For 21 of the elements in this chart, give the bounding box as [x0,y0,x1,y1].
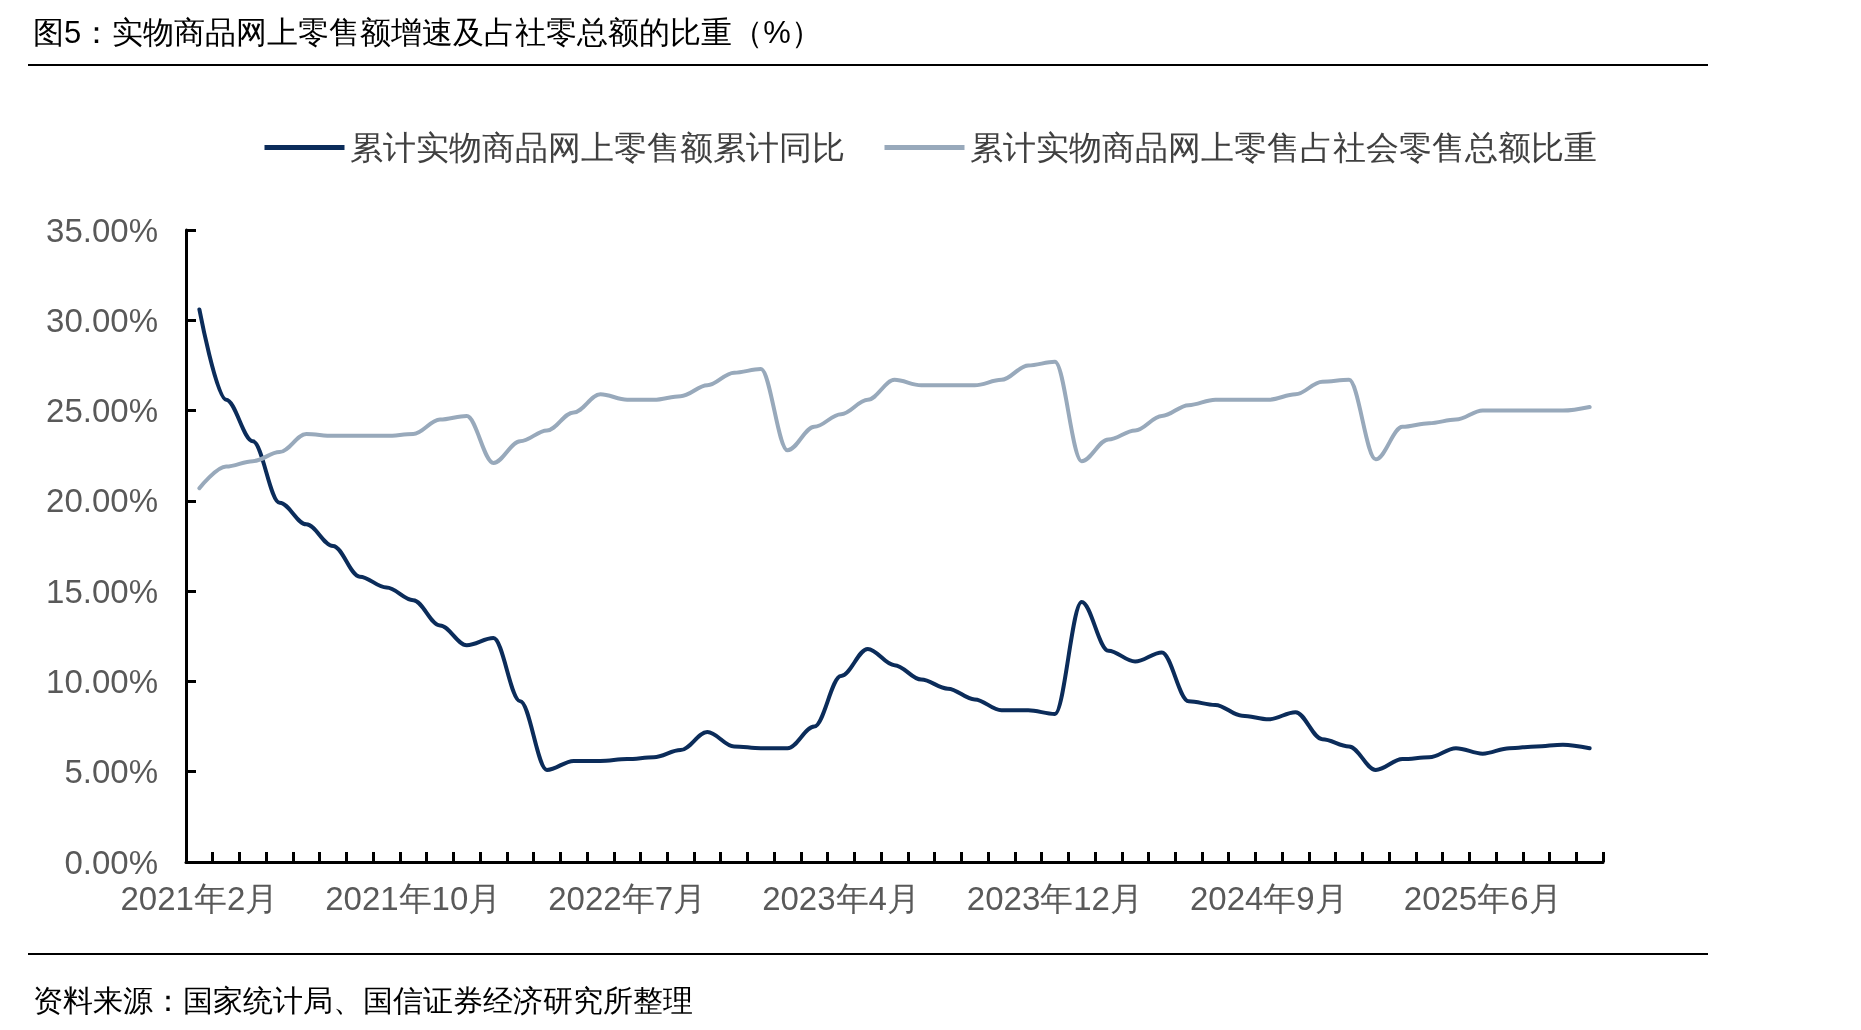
line-series [197,307,1592,772]
x-tick-label: 2025年6月 [1403,880,1562,917]
x-tick-label: 2024年9月 [1189,880,1348,917]
chart-title: 图5：实物商品网上零售额增速及占社零总额的比重（%） [33,15,822,50]
x-tick-label: 2023年4月 [762,880,920,917]
x-tick-label: 2021年10月 [325,880,502,917]
y-tick-label: 5.00% [64,753,158,791]
y-tick-label: 20.00% [46,482,158,520]
y-tick-label: 0.00% [64,843,158,881]
y-tick-label: 25.00% [46,392,158,430]
x-tick-label: 2023年12月 [966,880,1143,917]
legend-label: 累计实物商品网上零售额累计同比 [349,129,845,166]
line-series [197,359,1592,491]
y-tick-label: 15.00% [46,572,158,610]
y-tick-label: 35.00% [46,211,158,249]
x-tick-label: 2022年7月 [548,880,707,917]
x-tick-label: 2021年2月 [120,880,279,917]
y-tick-label: 10.00% [46,662,158,700]
y-tick-label: 30.00% [46,301,158,339]
legend-label: 累计实物商品网上零售占社会零售总额比重 [969,129,1597,166]
text: 资料来源：国家统计局、国信证券经济研究所整理 [33,983,693,1017]
